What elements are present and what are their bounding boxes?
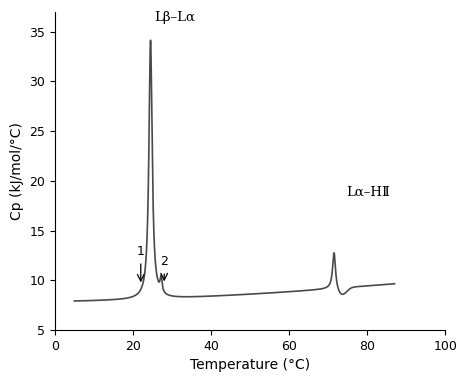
X-axis label: Temperature (°C): Temperature (°C)	[190, 358, 310, 372]
Text: Lβ–Lα: Lβ–Lα	[155, 11, 195, 24]
Text: 2: 2	[160, 255, 168, 280]
Text: Lα–HⅡ: Lα–HⅡ	[346, 186, 389, 199]
Text: 1: 1	[137, 245, 145, 281]
Y-axis label: Cp (kJ/mol/°C): Cp (kJ/mol/°C)	[10, 122, 24, 220]
